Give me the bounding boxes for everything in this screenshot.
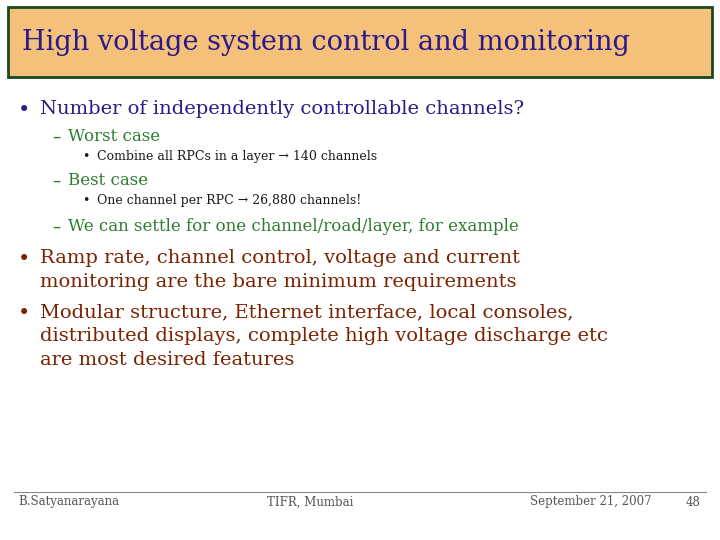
Text: •: • xyxy=(18,249,30,269)
Text: •: • xyxy=(18,100,30,120)
Text: Best case: Best case xyxy=(68,172,148,189)
Text: Ramp rate, channel control, voltage and current: Ramp rate, channel control, voltage and … xyxy=(40,249,520,267)
FancyBboxPatch shape xyxy=(8,7,712,77)
Text: Modular structure, Ethernet interface, local consoles,: Modular structure, Ethernet interface, l… xyxy=(40,303,574,321)
Text: TIFR, Mumbai: TIFR, Mumbai xyxy=(267,496,354,509)
Text: B.Satyanarayana: B.Satyanarayana xyxy=(18,496,119,509)
Text: Worst case: Worst case xyxy=(68,128,160,145)
Text: •: • xyxy=(82,150,89,163)
Text: 48: 48 xyxy=(685,496,700,509)
Text: –: – xyxy=(52,218,60,236)
Text: are most desired features: are most desired features xyxy=(40,351,294,369)
Text: •: • xyxy=(82,194,89,207)
Text: September 21, 2007: September 21, 2007 xyxy=(530,496,652,509)
Text: distributed displays, complete high voltage discharge etc: distributed displays, complete high volt… xyxy=(40,327,608,345)
Text: We can settle for one channel/road/layer, for example: We can settle for one channel/road/layer… xyxy=(68,218,518,235)
Text: High voltage system control and monitoring: High voltage system control and monitori… xyxy=(22,29,630,56)
Text: Number of independently controllable channels?: Number of independently controllable cha… xyxy=(40,100,524,118)
Text: monitoring are the bare minimum requirements: monitoring are the bare minimum requirem… xyxy=(40,273,516,291)
Text: One channel per RPC → 26,880 channels!: One channel per RPC → 26,880 channels! xyxy=(97,194,361,207)
Text: –: – xyxy=(52,128,60,146)
Text: Combine all RPCs in a layer → 140 channels: Combine all RPCs in a layer → 140 channe… xyxy=(97,150,377,163)
Text: •: • xyxy=(18,303,30,323)
Text: –: – xyxy=(52,172,60,190)
